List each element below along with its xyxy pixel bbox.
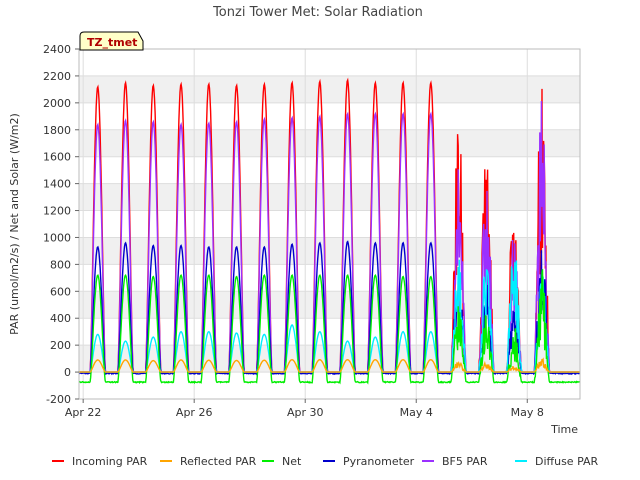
site-tag-label: TZ_tmet xyxy=(87,36,137,49)
y-tick-label: 1200 xyxy=(43,205,71,218)
y-tick-label: 2000 xyxy=(43,97,71,110)
x-axis-label: Time xyxy=(550,423,578,436)
plot-band xyxy=(79,237,580,265)
plot-band xyxy=(79,183,580,211)
series-lines xyxy=(79,77,580,385)
plot-background xyxy=(79,49,580,399)
legend-label: Diffuse PAR xyxy=(535,455,599,468)
y-tick-label: 600 xyxy=(50,285,71,298)
x-tick-label: Apr 22 xyxy=(65,406,102,419)
series-line xyxy=(79,357,580,373)
plot-band xyxy=(79,75,580,103)
legend-label: BF5 PAR xyxy=(442,455,488,468)
plot-band xyxy=(79,129,580,157)
y-tick-label: 1000 xyxy=(43,231,71,244)
legend-label: Incoming PAR xyxy=(72,455,148,468)
plot-frame xyxy=(78,48,581,400)
x-tick-label: May 4 xyxy=(400,406,433,419)
y-tick-label: 1600 xyxy=(43,151,71,164)
y-tick-label: 1400 xyxy=(43,178,71,191)
site-tag-box xyxy=(79,31,144,51)
legend: Incoming PAR Reflected PAR Net Pyranometer B… xyxy=(52,455,599,468)
x-tick-label: Apr 30 xyxy=(287,406,324,419)
y-tick-label: 0 xyxy=(64,366,71,379)
legend-label: Reflected PAR xyxy=(180,455,257,468)
plot-series-area xyxy=(79,77,580,385)
site-tag: TZ_tmet xyxy=(79,31,144,51)
plot-band xyxy=(79,291,580,319)
y-tick-label: 200 xyxy=(50,339,71,352)
y-tick-label: 2400 xyxy=(43,43,71,56)
x-tick-label: Apr 26 xyxy=(176,406,213,419)
x-tick-label: May 8 xyxy=(511,406,544,419)
series-line xyxy=(79,269,580,385)
y-tick-label: 1800 xyxy=(43,124,71,137)
y-tick-label: -200 xyxy=(46,393,71,406)
x-axis-ticks: Apr 22 Apr 26 Apr 30 May 4 May 8 xyxy=(65,399,544,419)
y-axis-label: PAR (umol/m2/s) / Net and Solar (W/m2) xyxy=(8,113,21,335)
plot-area xyxy=(79,49,580,399)
series-line xyxy=(79,240,580,377)
y-tick-label: 800 xyxy=(50,258,71,271)
y-tick-label: 2200 xyxy=(43,70,71,83)
chart-title: Tonzi Tower Met: Solar Radiation xyxy=(212,5,423,20)
legend-label: Pyranometer xyxy=(343,455,415,468)
y-axis-ticks: -200 0 200 400 600 800 1000 1200 1400 1600 1800 200… xyxy=(43,43,79,406)
y-tick-label: 400 xyxy=(50,312,71,325)
plot-band xyxy=(79,345,580,373)
legend-label: Net xyxy=(282,455,302,468)
